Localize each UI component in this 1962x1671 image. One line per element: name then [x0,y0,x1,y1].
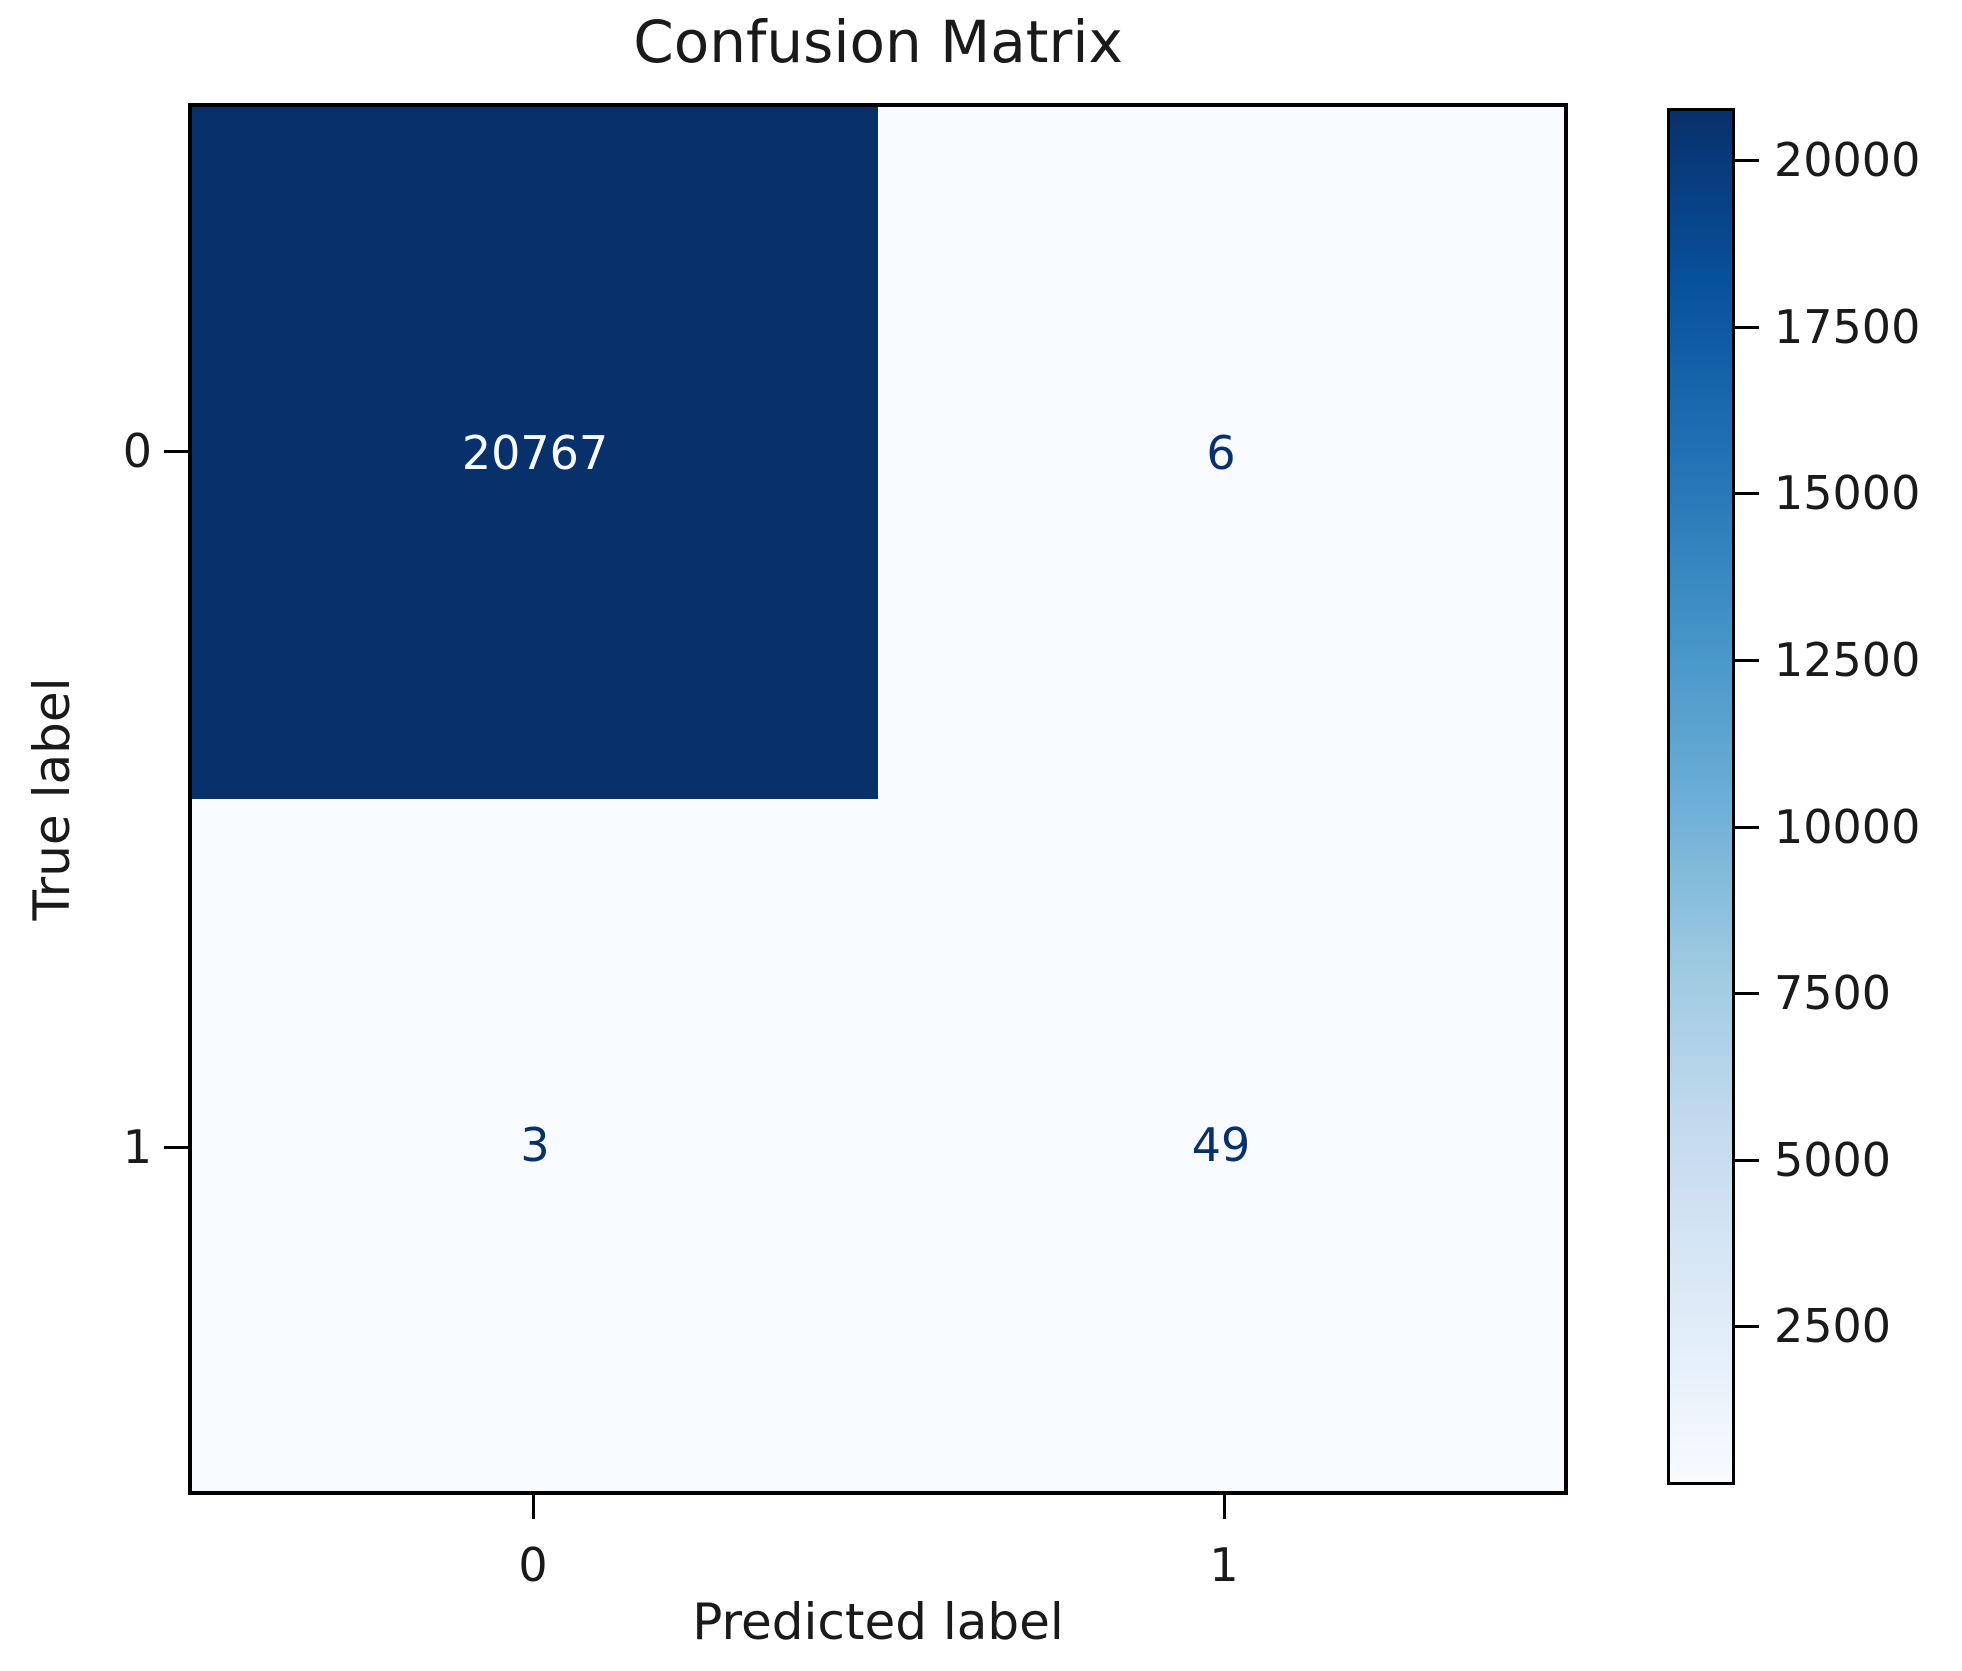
colorbar-tick-mark-7500 [1735,992,1759,995]
colorbar-tick-mark-5000 [1735,1159,1759,1162]
x-tick-mark-1 [1223,1495,1226,1519]
colorbar-tick-label-15000: 15000 [1774,466,1921,520]
matrix-cell-true1-pred1: 49 [878,799,1564,1491]
matrix-cell-true0-pred1: 6 [878,107,1564,799]
colorbar-tick-label-5000: 5000 [1774,1133,1892,1187]
colorbar-tick-label-7500: 7500 [1774,966,1892,1020]
chart-title: Confusion Matrix [633,8,1123,76]
matrix-cell-true0-pred0: 20767 [192,107,878,799]
y-tick-label-1: 1 [122,1120,152,1174]
colorbar-tick-label-10000: 10000 [1774,800,1921,854]
y-tick-mark-1 [164,1146,188,1149]
matrix-cell-value-0-1: 6 [1206,426,1236,480]
y-tick-label-0: 0 [122,424,152,478]
colorbar-tick-mark-17500 [1735,326,1759,329]
x-tick-label-1: 1 [1209,1538,1239,1592]
colorbar-tick-label-12500: 12500 [1774,633,1921,687]
colorbar-tick-mark-10000 [1735,826,1759,829]
colorbar-tick-label-17500: 17500 [1774,300,1921,354]
colorbar-tick-mark-2500 [1735,1325,1759,1328]
colorbar-tick-label-2500: 2500 [1774,1299,1892,1353]
colorbar-tick-mark-12500 [1735,659,1759,662]
matrix-cell-value-1-1: 49 [1191,1118,1251,1172]
matrix-cell-value-1-0: 3 [520,1118,550,1172]
x-tick-mark-0 [532,1495,535,1519]
x-tick-label-0: 0 [518,1538,548,1592]
heatmap-plot-area: 20767 6 3 49 [188,103,1568,1495]
colorbar-tick-mark-15000 [1735,492,1759,495]
x-axis-label: Predicted label [692,1593,1064,1651]
colorbar-tick-mark-20000 [1735,159,1759,162]
colorbar-gradient [1667,108,1735,1485]
colorbar-tick-label-20000: 20000 [1774,133,1921,187]
matrix-cell-true1-pred0: 3 [192,799,878,1491]
y-axis-label: True label [23,677,81,921]
y-tick-mark-0 [164,450,188,453]
matrix-cell-value-0-0: 20767 [461,426,609,480]
